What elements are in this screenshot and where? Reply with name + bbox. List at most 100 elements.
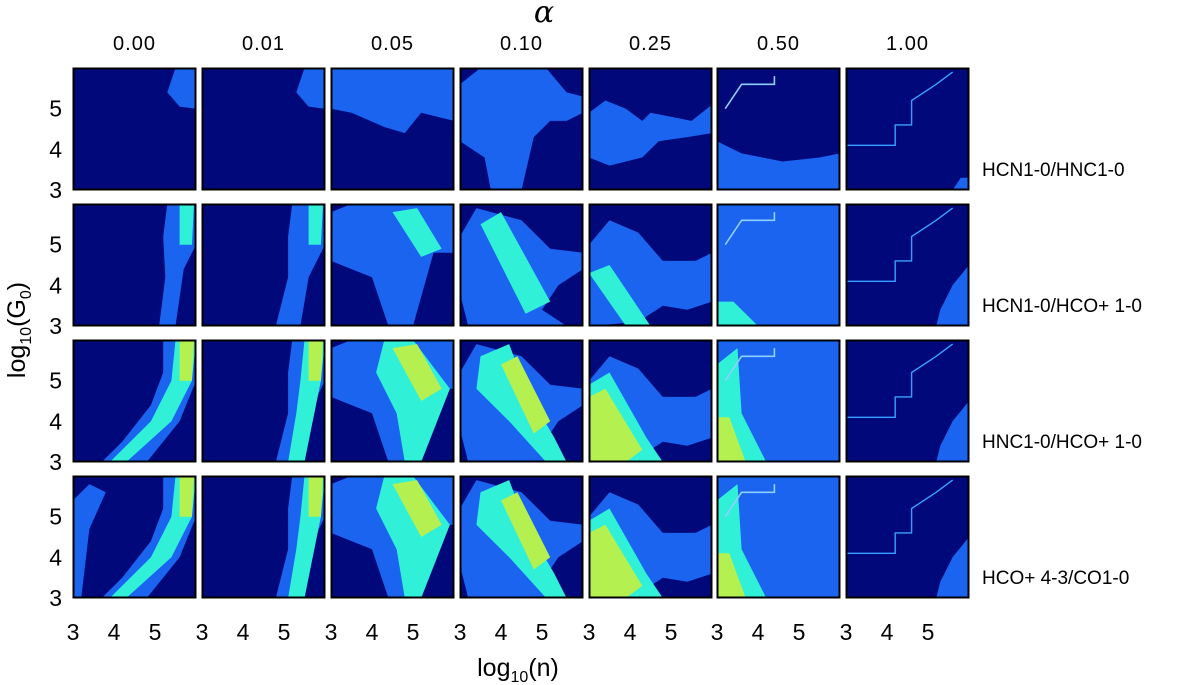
x-tick-label: 5: [278, 619, 291, 645]
region-2: [179, 204, 194, 245]
y-tick-label: 5: [49, 96, 62, 122]
edge-artifact: [724, 212, 776, 246]
y-tick-label: 4: [49, 544, 62, 570]
region-2: [589, 265, 651, 326]
panel-r2-c6: [716, 203, 841, 327]
region-3: [308, 476, 323, 517]
region-3: [589, 524, 643, 598]
region-1: [101, 340, 196, 462]
x-tick-label: 4: [495, 619, 508, 645]
region-2: [109, 340, 196, 462]
y-tick-label: 3: [49, 585, 62, 611]
column-label: 0.00: [113, 33, 156, 55]
edge-artifact: [846, 479, 954, 555]
region-3: [308, 340, 323, 381]
panel-r2-c3: [330, 203, 455, 327]
panel-r3-c7: [845, 339, 970, 463]
x-tick-labels: 3 4 5 3 4 5 3 4 5 3 4 5 3 4 5 3 4 5 3 4 5: [67, 619, 935, 645]
panel-frame: [72, 67, 197, 191]
column-labels: 0.00 0.01 0.05 0.10 0.25 0.50 1.00: [113, 33, 928, 55]
x-tick-label: 3: [196, 619, 209, 645]
edge-artifact: [846, 71, 954, 147]
y-tick-label: 4: [49, 272, 62, 298]
row-label: HNC1-0/HCO+ 1-0: [982, 432, 1142, 453]
region-1: [101, 476, 196, 598]
panel-r3-c4: [459, 339, 584, 463]
y-tick-label: 3: [49, 449, 62, 475]
x-tick-label: 5: [407, 619, 420, 645]
panel-background: [846, 68, 969, 190]
edge-artifact: [846, 343, 954, 419]
x-tick-label: 5: [149, 619, 162, 645]
column-label: 0.01: [242, 33, 285, 55]
y-tick-labels: 3 4 5 3 4 5 3 4 5 3 4 5: [49, 96, 62, 611]
x-tick-label: 5: [793, 619, 806, 645]
y-tick-label: 3: [49, 313, 62, 339]
x-tick-label: 3: [325, 619, 338, 645]
y-axis-label: log10(G0): [3, 282, 35, 378]
panel-r1-c7: [845, 67, 970, 191]
edge-artifact: [724, 76, 776, 110]
y-tick-label: 4: [49, 136, 62, 162]
x-tick-label: 4: [881, 619, 894, 645]
panel-frame: [716, 203, 841, 327]
region-1: [296, 68, 325, 109]
region-2: [480, 212, 551, 314]
region-1: [717, 141, 840, 190]
column-label: 0.05: [371, 33, 414, 55]
panel-frame: [459, 203, 584, 327]
panel-r2-c5: [588, 203, 713, 327]
panel-frame: [201, 339, 326, 463]
region-2: [392, 208, 442, 257]
region-4: [179, 476, 194, 517]
x-tick-label: 3: [711, 619, 724, 645]
region-3: [501, 356, 551, 434]
y-tick-label: 5: [49, 232, 62, 258]
panel-r4-c3: [330, 475, 455, 599]
panel-frame: [588, 339, 713, 463]
region-3: [589, 388, 643, 462]
region-3: [179, 340, 194, 381]
panel-frame: [330, 67, 455, 191]
panel-r4-c6: [716, 475, 841, 599]
panel-r1-c6: [716, 67, 841, 191]
panel-frame: [716, 339, 841, 463]
panel-r2-c1: [72, 203, 197, 327]
panel-r4-c1: [72, 475, 197, 599]
row-labels: HCN1-0/HNC1-0 HCN1-0/HCO+ 1-0 HNC1-0/HCO+ …: [982, 160, 1142, 589]
panel-r3-c1: [72, 339, 197, 463]
region-1: [589, 100, 712, 166]
panel-frame: [588, 203, 713, 327]
panel-r2-c2: [201, 203, 326, 327]
region-1: [936, 537, 969, 598]
panel-r4-c7: [845, 475, 970, 599]
column-label: 0.50: [757, 33, 800, 55]
panel-r1-c1: [72, 67, 197, 191]
row-label: HCN1-0/HNC1-0: [982, 160, 1125, 181]
panel-frame: [201, 475, 326, 599]
edge-artifact: [724, 348, 776, 382]
x-tick-label: 4: [624, 619, 637, 645]
panel-frame: [201, 67, 326, 191]
panel-frame: [459, 339, 584, 463]
region-1: [167, 68, 196, 109]
column-axis-title: α: [534, 0, 554, 30]
region-3: [392, 344, 442, 401]
panel-frame: [459, 475, 584, 599]
panel-frame: [72, 475, 197, 599]
region-2: [73, 484, 106, 598]
region-3: [717, 553, 746, 598]
row-label: HCO+ 4-3/CO1-0: [982, 568, 1129, 589]
x-tick-label: 4: [366, 619, 379, 645]
panel-frame: [845, 67, 970, 191]
y-tick-label: 5: [49, 504, 62, 530]
region-1: [717, 204, 840, 326]
panel-frame: [72, 339, 197, 463]
x-axis-label: log10(n): [477, 654, 559, 685]
x-tick-label: 3: [67, 619, 80, 645]
column-label: 0.25: [629, 33, 672, 55]
panel-r1-c4: [459, 67, 584, 191]
panel-r1-c2: [201, 67, 326, 191]
panel-frame: [72, 203, 197, 327]
